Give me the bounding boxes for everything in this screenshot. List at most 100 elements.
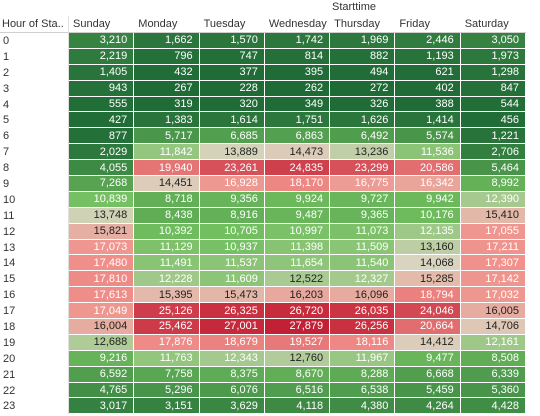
heatmap-cell[interactable]: 9,356	[199, 191, 265, 208]
heatmap-cell[interactable]: 11,073	[330, 223, 396, 240]
row-hour-label[interactable]: 11	[0, 207, 69, 224]
heatmap-cell[interactable]: 11,763	[134, 350, 200, 367]
heatmap-cell[interactable]: 4,264	[395, 398, 461, 415]
heatmap-cell[interactable]: 20,586	[395, 160, 461, 177]
heatmap-cell[interactable]: 943	[69, 80, 135, 97]
heatmap-cell[interactable]: 17,142	[460, 271, 526, 288]
column-header-tuesday[interactable]: Tuesday	[199, 16, 265, 33]
heatmap-cell[interactable]: 1,626	[330, 112, 396, 129]
heatmap-cell[interactable]: 1,751	[264, 112, 331, 129]
heatmap-cell[interactable]: 1,973	[460, 48, 526, 65]
heatmap-cell[interactable]: 402	[395, 80, 461, 97]
heatmap-cell[interactable]: 1,570	[199, 33, 265, 49]
row-hour-label[interactable]: 7	[0, 144, 69, 161]
heatmap-cell[interactable]: 9,942	[395, 191, 461, 208]
heatmap-cell[interactable]: 5,360	[460, 382, 526, 399]
heatmap-cell[interactable]: 17,876	[134, 334, 200, 351]
heatmap-cell[interactable]: 13,889	[199, 144, 265, 161]
heatmap-cell[interactable]: 11,536	[395, 144, 461, 161]
row-hour-label[interactable]: 10	[0, 191, 69, 208]
heatmap-cell[interactable]: 432	[134, 64, 200, 81]
heatmap-cell[interactable]: 9,924	[264, 191, 331, 208]
heatmap-cell[interactable]: 349	[264, 96, 331, 113]
heatmap-cell[interactable]: 494	[330, 64, 396, 81]
heatmap-cell[interactable]: 25,126	[134, 303, 200, 320]
row-hour-label[interactable]: 6	[0, 128, 69, 145]
heatmap-cell[interactable]: 10,839	[69, 191, 135, 208]
heatmap-cell[interactable]: 9,487	[264, 207, 331, 224]
heatmap-cell[interactable]: 16,004	[69, 319, 135, 335]
heatmap-cell[interactable]: 388	[395, 96, 461, 113]
heatmap-cell[interactable]: 18,170	[264, 176, 331, 192]
heatmap-cell[interactable]: 2,706	[460, 144, 526, 161]
heatmap-cell[interactable]: 10,997	[264, 223, 331, 240]
heatmap-cell[interactable]: 27,879	[264, 319, 331, 335]
column-header-sunday[interactable]: Sunday	[69, 16, 135, 33]
heatmap-cell[interactable]: 1,742	[264, 33, 331, 49]
heatmap-cell[interactable]: 15,473	[199, 287, 265, 304]
heatmap-cell[interactable]: 5,296	[134, 382, 200, 399]
heatmap-cell[interactable]: 11,509	[330, 239, 396, 256]
heatmap-cell[interactable]: 18,679	[199, 334, 265, 351]
heatmap-cell[interactable]: 17,307	[460, 255, 526, 272]
heatmap-cell[interactable]: 12,327	[330, 271, 396, 288]
heatmap-cell[interactable]: 18,794	[395, 287, 461, 304]
heatmap-cell[interactable]: 11,967	[330, 350, 396, 367]
heatmap-cell[interactable]: 26,035	[330, 303, 396, 320]
heatmap-cell[interactable]: 5,464	[460, 160, 526, 177]
heatmap-cell[interactable]: 4,765	[69, 382, 135, 399]
heatmap-cell[interactable]: 23,299	[330, 160, 396, 177]
heatmap-cell[interactable]: 621	[395, 64, 461, 81]
heatmap-cell[interactable]: 14,412	[395, 334, 461, 351]
heatmap-cell[interactable]: 5,459	[395, 382, 461, 399]
row-hour-label[interactable]: 0	[0, 33, 69, 49]
heatmap-cell[interactable]: 27,001	[199, 319, 265, 335]
heatmap-cell[interactable]: 320	[199, 96, 265, 113]
heatmap-cell[interactable]: 15,821	[69, 223, 135, 240]
heatmap-cell[interactable]: 3,210	[69, 33, 135, 49]
heatmap-cell[interactable]: 14,706	[460, 319, 526, 335]
heatmap-cell[interactable]: 26,256	[330, 319, 396, 335]
heatmap-cell[interactable]: 16,203	[264, 287, 331, 304]
heatmap-cell[interactable]: 17,032	[460, 287, 526, 304]
row-hour-label[interactable]: 5	[0, 112, 69, 129]
heatmap-cell[interactable]: 2,029	[69, 144, 135, 161]
column-header-saturday[interactable]: Saturday	[460, 16, 526, 33]
heatmap-cell[interactable]: 11,129	[134, 239, 200, 256]
row-header-label[interactable]: Hour of Sta..	[0, 16, 69, 33]
row-hour-label[interactable]: 1	[0, 48, 69, 65]
heatmap-cell[interactable]: 319	[134, 96, 200, 113]
heatmap-cell[interactable]: 8,916	[199, 207, 265, 224]
heatmap-cell[interactable]: 4,118	[264, 398, 331, 415]
heatmap-cell[interactable]: 877	[69, 128, 135, 145]
heatmap-cell[interactable]: 5,574	[395, 128, 461, 145]
heatmap-cell[interactable]: 267	[134, 80, 200, 97]
heatmap-cell[interactable]: 10,392	[134, 223, 200, 240]
heatmap-cell[interactable]: 8,288	[330, 366, 396, 383]
heatmap-cell[interactable]: 6,339	[460, 366, 526, 383]
heatmap-cell[interactable]: 6,492	[330, 128, 396, 145]
heatmap-cell[interactable]: 11,842	[134, 144, 200, 161]
row-hour-label[interactable]: 4	[0, 96, 69, 113]
heatmap-cell[interactable]: 272	[330, 80, 396, 97]
heatmap-cell[interactable]: 6,685	[199, 128, 265, 145]
row-hour-label[interactable]: 19	[0, 334, 69, 351]
heatmap-cell[interactable]: 1,614	[199, 112, 265, 129]
heatmap-cell[interactable]: 555	[69, 96, 135, 113]
heatmap-cell[interactable]: 6,863	[264, 128, 331, 145]
heatmap-cell[interactable]: 11,540	[330, 255, 396, 272]
column-header-friday[interactable]: Friday	[395, 16, 461, 33]
row-hour-label[interactable]: 14	[0, 255, 69, 272]
heatmap-cell[interactable]: 3,050	[460, 33, 526, 49]
heatmap-cell[interactable]: 9,477	[395, 350, 461, 367]
heatmap-cell[interactable]: 427	[69, 112, 135, 129]
heatmap-cell[interactable]: 1,414	[395, 112, 461, 129]
column-header-thursday[interactable]: Thursday	[330, 16, 396, 33]
heatmap-cell[interactable]: 16,096	[330, 287, 396, 304]
heatmap-cell[interactable]: 12,135	[395, 223, 461, 240]
heatmap-cell[interactable]: 6,668	[395, 366, 461, 383]
heatmap-cell[interactable]: 1,298	[460, 64, 526, 81]
heatmap-cell[interactable]: 23,261	[199, 160, 265, 177]
heatmap-cell[interactable]: 9,365	[330, 207, 396, 224]
row-hour-label[interactable]: 18	[0, 319, 69, 335]
